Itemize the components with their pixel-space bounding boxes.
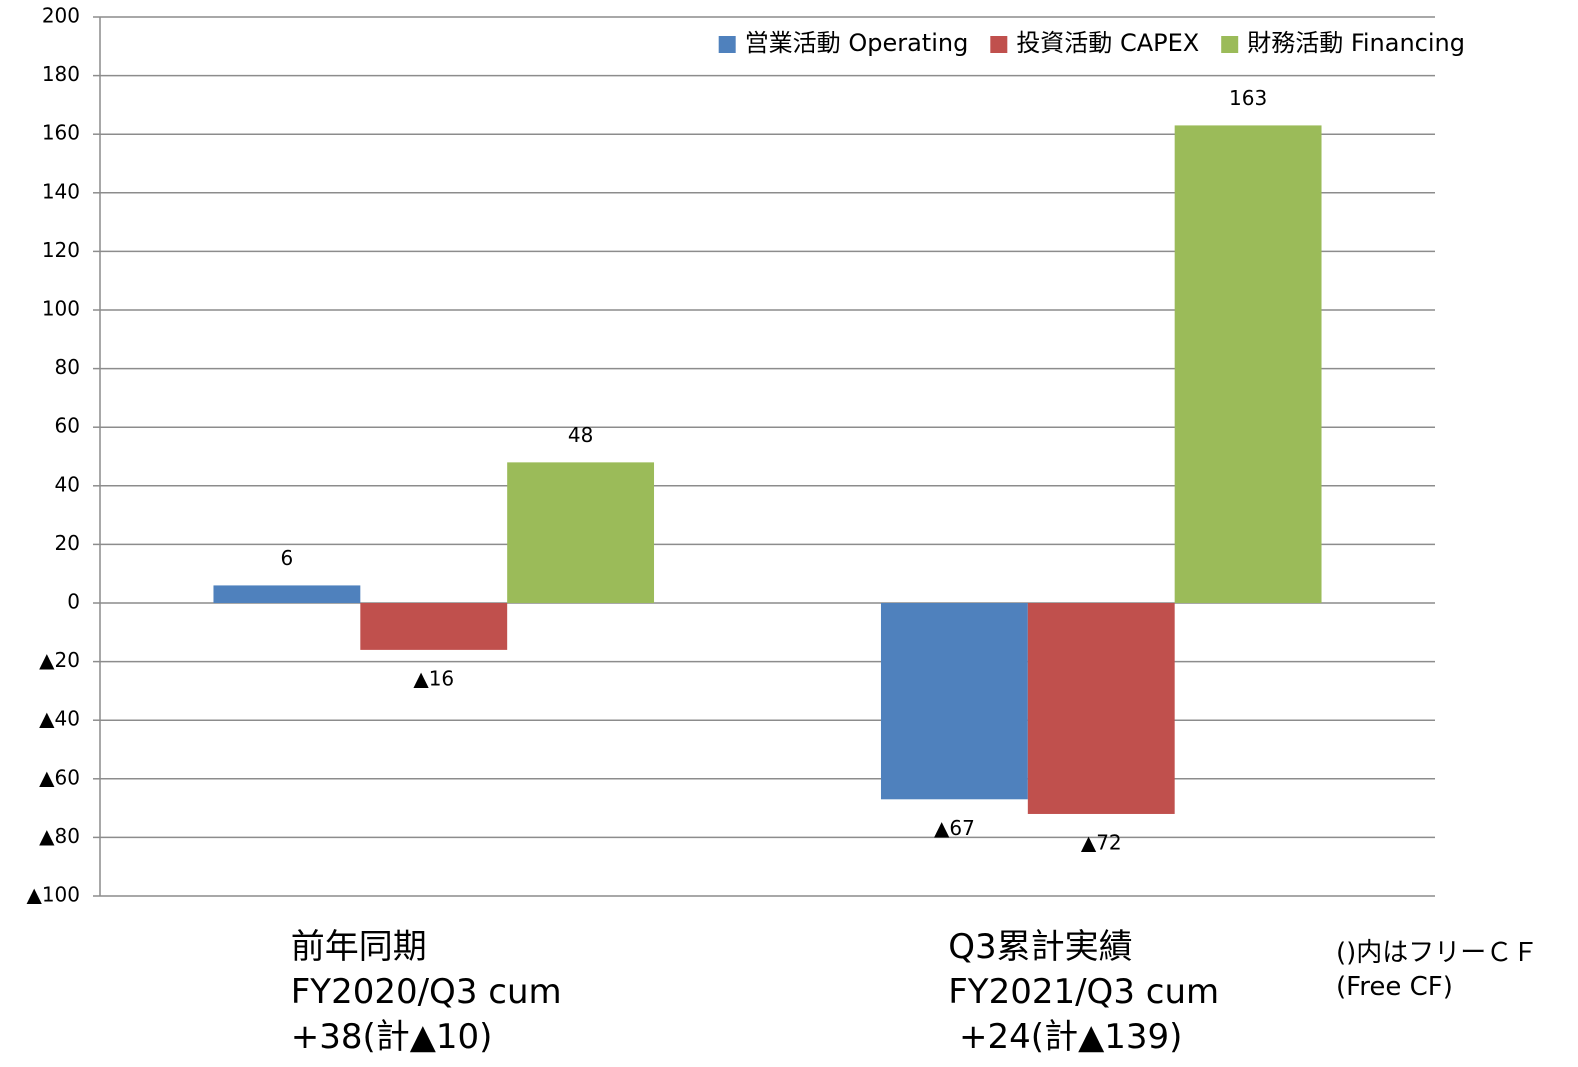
y-tick-label: 200	[42, 4, 80, 28]
x-tick-label: Q3累計実績 FY2021/Q3 cum +24(計▲139)	[948, 927, 1220, 1057]
x-tick-label: 前年同期 FY2020/Q3 cum +38(計▲10)	[290, 927, 562, 1057]
y-tick-label: 80	[55, 355, 80, 379]
y-tick-label: 120	[42, 238, 80, 262]
y-tick-label: ▲80	[39, 824, 80, 848]
annotation: ()内はフリーＣＦ (Free CF)	[1336, 938, 1539, 1002]
y-tick-label: ▲60	[39, 765, 80, 789]
bar	[880, 603, 1028, 800]
y-tick-label: 180	[42, 62, 80, 86]
bar	[1174, 125, 1322, 603]
legend-swatch	[1221, 36, 1239, 53]
y-tick-label: ▲100	[26, 883, 80, 907]
bar	[213, 585, 361, 603]
data-label: ▲72	[1081, 830, 1122, 854]
legend-label: 財務活動 Financing	[1247, 29, 1465, 57]
bar	[507, 462, 655, 603]
legend-label: 営業活動 Operating	[745, 29, 969, 57]
legend-swatch	[718, 36, 736, 53]
legend-label: 投資活動 CAPEX	[1016, 29, 1199, 57]
y-tick-label: 0	[67, 590, 80, 614]
data-label: 48	[568, 423, 593, 447]
bar	[360, 603, 508, 650]
data-label: ▲16	[413, 666, 454, 690]
legend-swatch	[990, 36, 1008, 53]
data-label: 6	[281, 546, 294, 570]
data-label: ▲67	[934, 816, 975, 840]
y-tick-label: 40	[55, 472, 80, 496]
y-tick-label: 140	[42, 179, 80, 203]
y-tick-label: 100	[42, 297, 80, 321]
y-tick-label: ▲40	[39, 707, 80, 731]
y-tick-label: 60	[55, 414, 80, 438]
data-label: 163	[1229, 86, 1267, 110]
y-tick-label: ▲20	[39, 648, 80, 672]
bar	[1027, 603, 1175, 814]
y-tick-label: 20	[55, 531, 80, 555]
y-tick-label: 160	[42, 121, 80, 145]
